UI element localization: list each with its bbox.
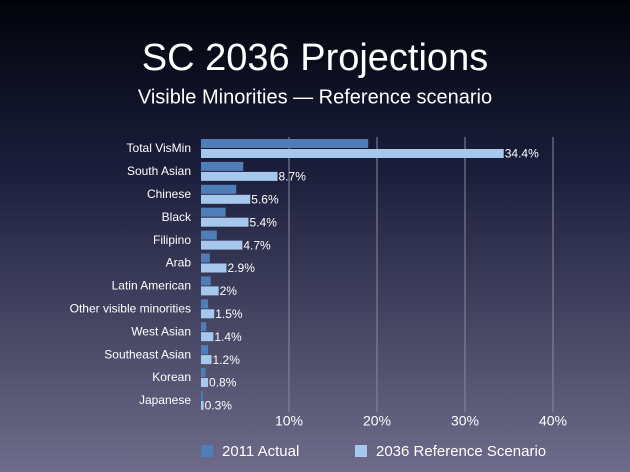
bar bbox=[201, 368, 206, 377]
x-tick-label: 30% bbox=[451, 413, 479, 429]
value-label: 1.5% bbox=[215, 307, 243, 321]
value-label: 0.3% bbox=[205, 399, 233, 413]
bar bbox=[201, 207, 226, 217]
y-tick-label: Japanese bbox=[139, 393, 191, 407]
value-label: 8.7% bbox=[279, 170, 307, 184]
bar bbox=[201, 171, 278, 181]
y-tick-label: West Asian bbox=[131, 324, 191, 338]
legend-swatch bbox=[355, 445, 367, 457]
legend-label: 2036 Reference Scenario bbox=[376, 443, 546, 460]
x-tick-label: 10% bbox=[275, 413, 303, 429]
y-tick-label: Arab bbox=[166, 256, 192, 270]
x-tick-label: 20% bbox=[363, 413, 391, 429]
bar bbox=[201, 345, 209, 355]
bar bbox=[201, 400, 204, 410]
x-tick-label: 40% bbox=[539, 413, 567, 429]
bar bbox=[201, 194, 251, 204]
y-tick-label: Southeast Asian bbox=[104, 347, 191, 361]
value-label: 1.2% bbox=[213, 353, 241, 367]
bar bbox=[201, 139, 369, 148]
bar bbox=[201, 217, 249, 227]
value-label: 4.7% bbox=[243, 238, 271, 252]
bar bbox=[201, 161, 244, 171]
bar bbox=[201, 299, 209, 309]
bar bbox=[201, 184, 237, 194]
bar bbox=[201, 149, 504, 158]
bar bbox=[201, 322, 207, 332]
bar bbox=[201, 378, 209, 387]
value-label: 0.8% bbox=[209, 376, 237, 390]
bar bbox=[201, 355, 212, 365]
bar bbox=[201, 309, 215, 319]
value-label: 34.4% bbox=[505, 147, 539, 161]
legend-label: 2011 Actual bbox=[222, 443, 299, 460]
bar bbox=[201, 253, 210, 263]
y-tick-label: South Asian bbox=[127, 164, 191, 178]
bar bbox=[201, 240, 243, 250]
bar bbox=[201, 286, 219, 296]
y-tick-label: Korean bbox=[152, 370, 191, 384]
y-tick-label: Total VisMin bbox=[127, 141, 191, 155]
chart-subtitle: Visible Minorities — Reference scenario bbox=[138, 86, 492, 108]
y-tick-label: Chinese bbox=[147, 187, 191, 201]
bar bbox=[201, 332, 214, 342]
value-label: 5.4% bbox=[250, 215, 278, 229]
y-tick-label: Latin American bbox=[112, 279, 191, 293]
y-tick-label: Black bbox=[162, 210, 192, 224]
value-label: 5.6% bbox=[251, 192, 279, 206]
bar bbox=[201, 276, 211, 286]
value-label: 2.9% bbox=[228, 261, 256, 275]
bar bbox=[201, 230, 217, 240]
value-label: 2% bbox=[220, 284, 238, 298]
legend-swatch bbox=[201, 445, 213, 457]
bar bbox=[201, 263, 227, 273]
y-tick-label: Filipino bbox=[153, 233, 191, 247]
value-label: 1.4% bbox=[214, 330, 242, 344]
y-tick-label: Other visible minorities bbox=[70, 301, 191, 315]
bar bbox=[201, 390, 203, 400]
chart-title: SC 2036 Projections bbox=[142, 37, 488, 79]
